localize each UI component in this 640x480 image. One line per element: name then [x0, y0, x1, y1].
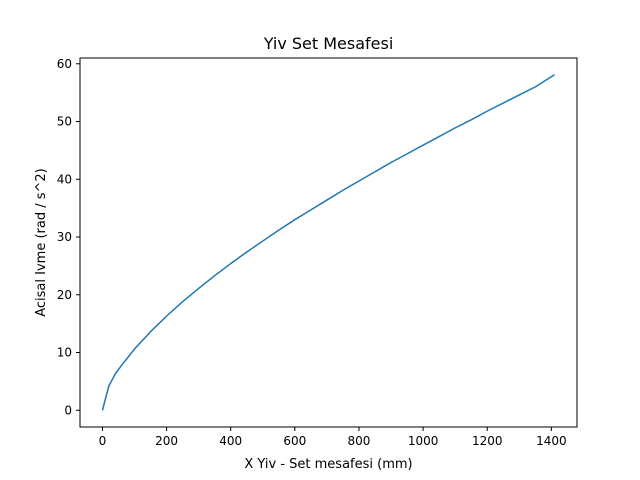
x-tick-label: 400 [219, 434, 242, 448]
x-tick-label: 1200 [472, 434, 503, 448]
x-tick-label: 1400 [536, 434, 567, 448]
x-tick-label: 600 [283, 434, 306, 448]
x-axis-title: X Yiv - Set mesafesi (mm) [244, 457, 412, 472]
y-tick-label: 20 [57, 288, 72, 302]
axes-frame [79, 57, 578, 428]
plot-area [101, 74, 555, 411]
series-line [101, 74, 555, 411]
x-tick-label: 0 [99, 434, 107, 448]
y-tick-label: 30 [57, 230, 72, 244]
x-tick-label: 1000 [408, 434, 439, 448]
x-tick-label: 200 [155, 434, 178, 448]
y-axis: 0 10 20 30 40 50 60 [57, 57, 80, 417]
chart-title: Yiv Set Mesafesi [263, 34, 394, 53]
y-axis-title: Acisal Ivme (rad / s^2) [34, 168, 49, 317]
y-tick-label: 60 [57, 57, 72, 71]
y-tick-label: 50 [57, 115, 72, 129]
y-tick-label: 40 [57, 172, 72, 186]
x-tick-label: 800 [348, 434, 371, 448]
y-tick-label: 0 [64, 403, 72, 417]
y-tick-label: 10 [57, 346, 72, 360]
x-axis: 0 200 400 600 800 1000 1200 1400 [99, 427, 567, 448]
